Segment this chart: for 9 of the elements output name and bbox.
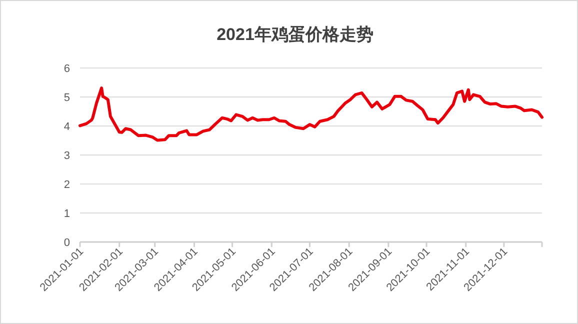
y-tick-label: 4 xyxy=(64,121,70,133)
y-tick-label: 1 xyxy=(64,208,70,220)
y-tick-label: 0 xyxy=(64,237,70,249)
y-tick-label: 5 xyxy=(64,92,70,104)
y-tick-label: 3 xyxy=(64,150,70,162)
chart-title: 2021年鸡蛋价格走势 xyxy=(216,25,374,44)
y-tick-label: 6 xyxy=(64,63,70,75)
line-series xyxy=(78,86,544,142)
y-tick-label: 2 xyxy=(64,179,70,191)
